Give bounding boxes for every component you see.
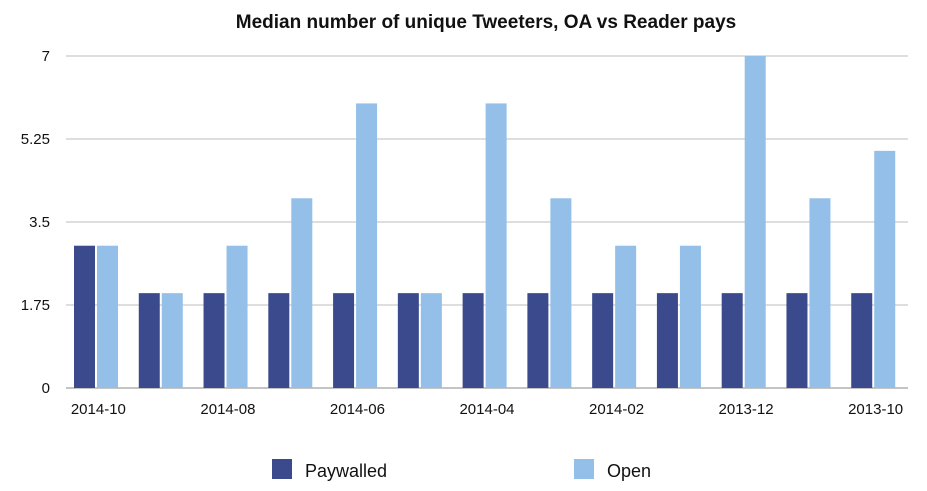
bar-paywalled-2014-08 — [203, 293, 225, 388]
bar-paywalled-2014-03 — [527, 293, 549, 388]
x-tick-label: 2014-02 — [589, 401, 644, 418]
bar-paywalled-2014-10 — [74, 245, 95, 388]
bar-open-2014-07 — [291, 198, 313, 388]
legend: Paywalled Open — [272, 459, 651, 481]
bar-paywalled-2013-10 — [851, 293, 873, 388]
bar-paywalled-2014-09 — [138, 293, 160, 388]
y-tick-label: 7 — [42, 48, 50, 65]
y-tick-label: 3.5 — [29, 214, 50, 231]
bar-open-2014-01 — [679, 245, 701, 388]
bar-paywalled-2013-11 — [786, 293, 808, 388]
y-tick-label: 5.25 — [21, 131, 50, 148]
bar-open-2014-08 — [226, 245, 248, 388]
bar-paywalled-2014-07 — [268, 293, 290, 388]
bar-open-2014-04 — [485, 103, 507, 388]
y-tick-label: 1.75 — [21, 297, 50, 314]
bar-paywalled-2014-02 — [592, 293, 614, 388]
y-axis-ticks: 0 1.75 3.5 5.25 7 — [21, 48, 50, 397]
x-tick-label: 2013-10 — [848, 401, 903, 418]
bar-paywalled-2014-04 — [462, 293, 484, 388]
legend-label-paywalled: Paywalled — [305, 461, 387, 481]
bar-open-2014-03 — [550, 198, 572, 388]
legend-swatch-paywalled — [272, 459, 292, 479]
bar-open-2014-02 — [615, 245, 637, 388]
chart-title: Median number of unique Tweeters, OA vs … — [236, 12, 736, 33]
bar-open-2014-06 — [356, 103, 378, 388]
bar-open-2013-12 — [744, 56, 766, 388]
bars — [74, 56, 896, 388]
bar-open-2013-11 — [809, 198, 831, 388]
y-tick-label: 0 — [42, 380, 50, 397]
bar-paywalled-2013-12 — [721, 293, 743, 388]
x-tick-label: 2013-12 — [719, 401, 774, 418]
x-tick-label: 2014-04 — [459, 401, 514, 418]
bar-open-2014-09 — [161, 293, 183, 388]
x-tick-label: 2014-08 — [200, 401, 255, 418]
x-tick-label: 2014-10 — [71, 401, 126, 418]
x-tick-label: 2014-06 — [330, 401, 385, 418]
legend-swatch-open — [574, 459, 594, 479]
x-axis-ticks: 2014-10 2014-08 2014-06 2014-04 2014-02 2013-… — [71, 401, 903, 418]
bar-paywalled-2014-01 — [656, 293, 678, 388]
bar-open-2014-05 — [420, 293, 442, 388]
bar-paywalled-2014-05 — [397, 293, 419, 388]
bar-paywalled-2014-06 — [333, 293, 355, 388]
bar-open-2013-10 — [874, 150, 896, 388]
bar-open-2014-10 — [97, 245, 118, 388]
legend-label-open: Open — [607, 461, 651, 481]
